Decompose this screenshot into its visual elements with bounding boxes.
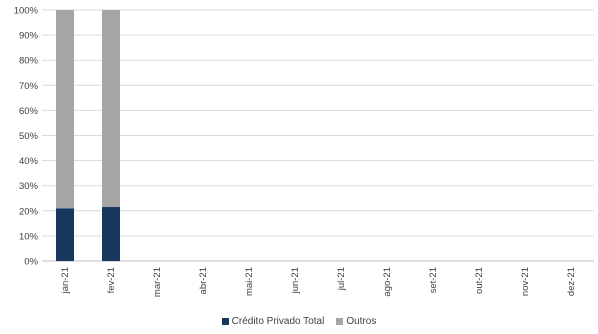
y-tick-label: 30% [19,181,39,192]
bar-outros [102,10,120,208]
legend-swatch-credito-privado [221,318,229,325]
legend-label-credito-privado: Crédito Privado Total [231,316,325,327]
x-tick-label: dez-21 [566,267,577,296]
legend: Crédito Privado Total Outros [0,316,598,327]
x-tick-label: ago-21 [382,267,393,297]
legend-label-outros: Outros [346,316,377,327]
bar-credito-privado [102,207,120,261]
y-tick-label: 60% [19,106,39,117]
y-tick-label: 0% [24,257,38,268]
y-tick-label: 40% [19,156,39,167]
y-tick-label: 90% [19,31,39,42]
x-tick-label: mai-21 [244,267,255,296]
y-tick-label: 50% [19,131,39,142]
x-tick-label: set-21 [428,267,439,293]
x-tick-label: abr-21 [198,267,209,294]
stacked-bar-chart: 0% 10% 20% 30% 40% 50% 60% 70% 80% 90% 100% jan-21 f… [14,6,594,297]
x-tick-label: jul-21 [336,267,347,291]
x-tick-label: nov-21 [520,267,531,296]
bar-outros [56,10,74,209]
x-tick-label: out-21 [474,267,485,294]
y-tick-label: 70% [19,81,39,92]
legend-swatch-outros [336,318,344,325]
legend-item-credito-privado: Crédito Privado Total [221,316,325,327]
y-tick-label: 10% [19,231,39,242]
x-tick-label: jan-21 [60,267,71,294]
y-tick-label: 80% [19,56,39,67]
legend-item-outros: Outros [336,316,376,327]
x-tick-label: mar-21 [152,267,163,297]
y-tick-label: 20% [19,206,39,217]
bar-credito-privado [56,208,74,261]
y-tick-label: 100% [14,6,39,17]
x-tick-label: jun-21 [290,267,301,294]
x-tick-label: fev-21 [106,267,117,293]
